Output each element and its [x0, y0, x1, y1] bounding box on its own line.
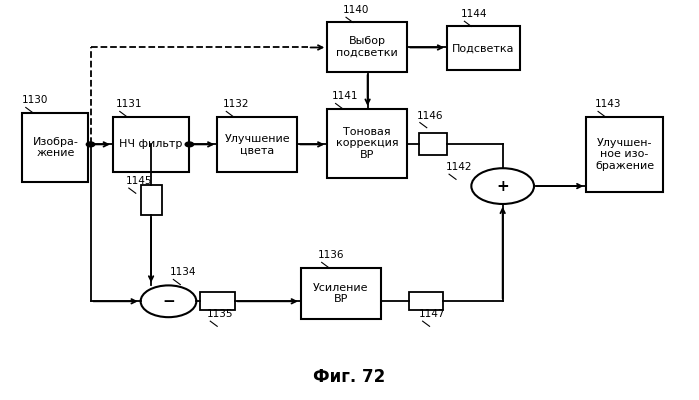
Text: НЧ фильтр: НЧ фильтр — [120, 139, 182, 149]
Text: 1134: 1134 — [170, 268, 196, 278]
Text: −: − — [162, 294, 175, 309]
Text: 1142: 1142 — [445, 162, 472, 172]
Bar — [22, 113, 88, 182]
Text: 1143: 1143 — [595, 100, 621, 110]
Text: 1132: 1132 — [223, 100, 250, 110]
Text: 1140: 1140 — [343, 5, 369, 15]
Bar — [419, 133, 447, 154]
Bar — [409, 292, 443, 310]
Circle shape — [87, 142, 94, 147]
Text: 1135: 1135 — [207, 309, 233, 319]
Text: Усиление
ВР: Усиление ВР — [313, 282, 368, 304]
Bar — [140, 185, 161, 215]
Text: Изобра-
жение: Изобра- жение — [32, 136, 78, 158]
Bar — [200, 292, 235, 310]
Bar — [586, 116, 663, 192]
Text: Улучшен-
ное изо-
бражение: Улучшен- ное изо- бражение — [595, 138, 654, 171]
Bar — [327, 109, 408, 178]
Text: Тоновая
коррекция
ВР: Тоновая коррекция ВР — [336, 127, 398, 160]
Text: 1136: 1136 — [318, 250, 345, 260]
Bar — [447, 26, 520, 70]
Bar — [301, 268, 381, 319]
Text: +: + — [496, 178, 509, 194]
Text: Подсветка: Подсветка — [452, 43, 514, 53]
Text: 1130: 1130 — [22, 96, 49, 106]
Bar — [217, 116, 297, 172]
Text: 1147: 1147 — [419, 309, 446, 319]
Text: 1141: 1141 — [332, 92, 359, 102]
Text: 1146: 1146 — [417, 110, 443, 120]
Text: Фиг. 72: Фиг. 72 — [313, 368, 386, 386]
Text: Выбор
подсветки: Выбор подсветки — [336, 36, 398, 58]
Text: Улучшение
цвета: Улучшение цвета — [224, 134, 290, 155]
Bar — [113, 116, 189, 172]
Text: 1131: 1131 — [116, 100, 143, 110]
Circle shape — [185, 142, 194, 147]
Bar — [327, 22, 408, 72]
Text: 1144: 1144 — [461, 9, 487, 19]
Text: 1145: 1145 — [125, 176, 152, 186]
